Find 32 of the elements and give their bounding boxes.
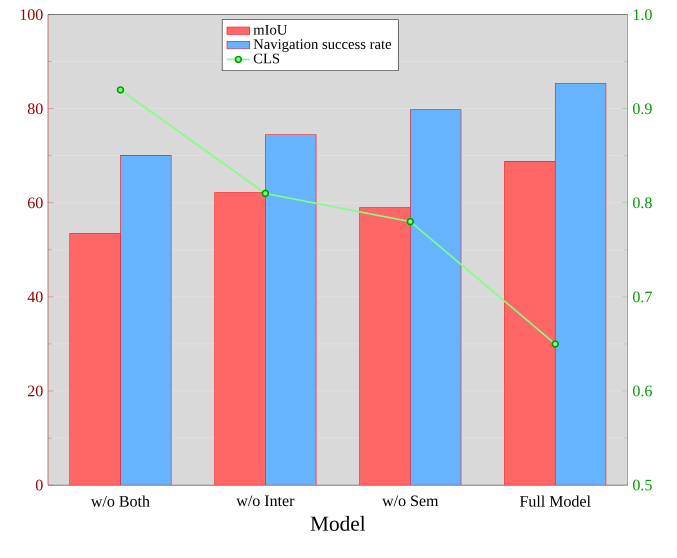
y2-tick-label: 0.9 <box>633 103 652 114</box>
x-tick-label: w/o Sem <box>382 495 438 506</box>
y-tick-label: 60 <box>28 197 43 208</box>
bar <box>359 207 411 485</box>
point <box>406 218 414 226</box>
bar <box>214 192 266 485</box>
x-tick-label: Full Model <box>520 495 591 507</box>
legend-label: Navigation success rate <box>254 39 392 52</box>
y-tick-label: 80 <box>28 103 43 114</box>
point <box>116 86 124 94</box>
y-tick-label: 40 <box>28 291 43 302</box>
bar <box>265 134 316 485</box>
y2-tick-label: 0.7 <box>633 291 652 302</box>
y-tick-label: 20 <box>28 385 43 396</box>
point <box>262 189 270 197</box>
legend-label: CLS <box>254 53 280 64</box>
y2-tick-label: 0.5 <box>633 479 652 490</box>
bar <box>554 82 606 485</box>
y2-tick-label: 0.8 <box>633 197 652 208</box>
point <box>551 340 559 348</box>
y-tick-label: 0 <box>36 479 43 490</box>
bar <box>69 232 121 485</box>
x-tick-label: w/o Both <box>90 495 150 507</box>
y-tick-label: 100 <box>20 9 43 20</box>
y2-tick-label: 1.0 <box>634 9 652 20</box>
bar <box>120 154 172 485</box>
x-axis-title: Model <box>310 516 366 531</box>
y2-tick-label: 0.6 <box>633 385 652 396</box>
legend-label: mIoU <box>253 24 288 35</box>
bar <box>504 160 556 485</box>
x-tick-label: w/o Inter <box>236 495 294 506</box>
bar <box>410 109 462 485</box>
